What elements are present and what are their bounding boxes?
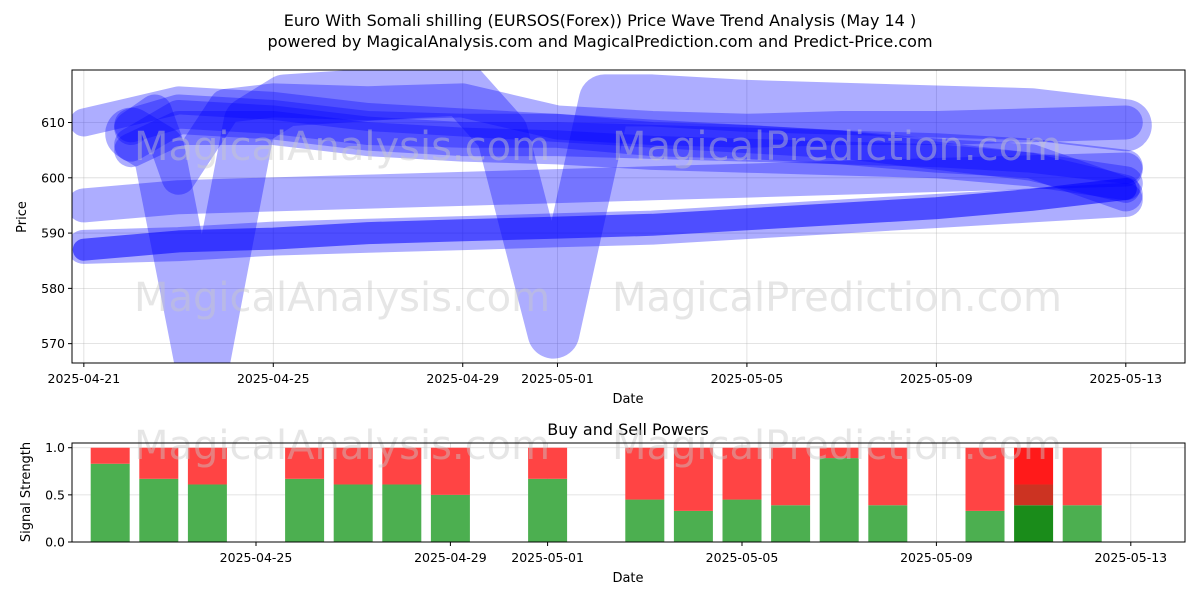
watermark-top-left-lower: MagicalAnalysis.com	[134, 275, 550, 321]
chart-title: Euro With Somali shilling (EURSOS(Forex)…	[284, 11, 916, 30]
price-wave-wave-9	[72, 177, 1137, 261]
buy-bar	[722, 499, 762, 542]
powers-y-axis-label: Signal Strength	[19, 442, 34, 542]
price-y-tick-label: 600	[41, 170, 65, 185]
buy-bar	[90, 463, 130, 542]
powers-y-tick-label: 0.0	[45, 535, 65, 550]
buy-bar	[868, 505, 908, 542]
price-y-tick-label: 590	[41, 226, 65, 241]
buy-bar	[333, 484, 373, 542]
price-y-tick-label: 580	[41, 281, 65, 296]
price-wave-wave-1	[114, 83, 1143, 195]
powers-y-tick-label: 0.5	[45, 487, 65, 502]
sell-bar	[868, 447, 908, 506]
watermark-top-left-upper: MagicalAnalysis.com	[134, 124, 550, 170]
price-wave-wave-3	[114, 111, 1143, 201]
price-wave-wave-4	[114, 94, 1143, 212]
powers-chart-title: Buy and Sell Powers	[547, 420, 709, 439]
price-wave-wave-5	[72, 86, 1140, 203]
buy-sell-overlap-bar	[1014, 484, 1054, 506]
buy-bar	[1014, 505, 1054, 542]
buy-bar	[965, 510, 1005, 542]
powers-y-axis: 0.0 0.5 1.0	[45, 440, 72, 550]
buy-bar	[139, 478, 179, 542]
price-waves	[72, 70, 1152, 363]
buy-bar	[771, 505, 811, 542]
buy-bar	[1062, 505, 1102, 542]
price-x-tick-label: 2025-05-01	[521, 371, 594, 386]
buy-bar	[819, 458, 859, 542]
buy-bar	[528, 478, 568, 542]
powers-x-tick-label: 2025-05-09	[900, 550, 973, 565]
price-y-axis: 570 580 590 600 610	[41, 115, 72, 351]
sell-bar	[382, 447, 422, 485]
powers-x-tick-label: 2025-05-01	[511, 550, 584, 565]
price-x-tick-label: 2025-05-05	[711, 371, 784, 386]
sell-bar	[333, 447, 373, 485]
powers-bars	[90, 447, 1102, 542]
price-x-tick-label: 2025-05-09	[900, 371, 973, 386]
sell-bar	[625, 447, 665, 500]
price-y-tick-label: 610	[41, 115, 65, 130]
price-wave-wave-2	[114, 100, 1143, 184]
sell-bar	[771, 447, 811, 506]
powers-x-axis: 2025-04-25 2025-04-29 2025-05-01 2025-05-05…	[220, 542, 1167, 565]
price-x-tick-label: 2025-04-25	[237, 371, 310, 386]
sell-bar	[673, 447, 713, 511]
sell-bar	[528, 447, 568, 479]
sell-bar	[90, 447, 130, 464]
sell-bar	[1014, 447, 1054, 485]
buy-bar	[625, 499, 665, 542]
buy-bar	[285, 478, 325, 542]
sell-bar	[965, 447, 1005, 511]
price-y-tick-label: 570	[41, 336, 65, 351]
watermark-top-right-lower: MagicalPrediction.com	[612, 275, 1062, 321]
watermark-top-right-upper: MagicalPrediction.com	[612, 124, 1062, 170]
powers-plot-frame	[71, 442, 1186, 543]
buy-bar	[430, 494, 470, 542]
sell-bar	[722, 447, 762, 500]
sell-bar	[819, 447, 859, 459]
sell-bar	[430, 447, 470, 495]
buy-bar	[187, 484, 227, 542]
price-x-tick-label: 2025-05-13	[1089, 371, 1162, 386]
price-x-axis: 2025-04-21 2025-04-25 2025-04-29 2025-05-01…	[48, 363, 1162, 386]
watermark-bottom-left: MagicalAnalysis.com	[134, 423, 550, 469]
powers-x-axis-label: Date	[612, 571, 643, 586]
chart-subtitle: powered by MagicalAnalysis.com and Magic…	[267, 32, 932, 51]
sell-bar	[1062, 447, 1102, 506]
price-x-tick-label: 2025-04-21	[48, 371, 121, 386]
powers-x-tick-label: 2025-05-05	[706, 550, 779, 565]
sell-bar	[187, 447, 227, 485]
price-x-tick-label: 2025-04-29	[426, 371, 499, 386]
price-x-axis-label: Date	[612, 392, 643, 407]
price-plot-frame	[71, 69, 1186, 364]
powers-x-tick-label: 2025-05-13	[1094, 550, 1167, 565]
price-y-axis-label: Price	[15, 201, 30, 233]
powers-x-tick-label: 2025-04-29	[414, 550, 487, 565]
powers-y-tick-label: 1.0	[45, 440, 65, 455]
price-wave-wave-7	[72, 152, 1143, 223]
sell-bar	[139, 447, 179, 479]
watermark-bottom-right: MagicalPrediction.com	[612, 423, 1062, 469]
buy-bar	[673, 510, 713, 542]
buy-bar	[382, 484, 422, 542]
powers-x-tick-label: 2025-04-25	[220, 550, 293, 565]
sell-bar	[285, 447, 325, 479]
